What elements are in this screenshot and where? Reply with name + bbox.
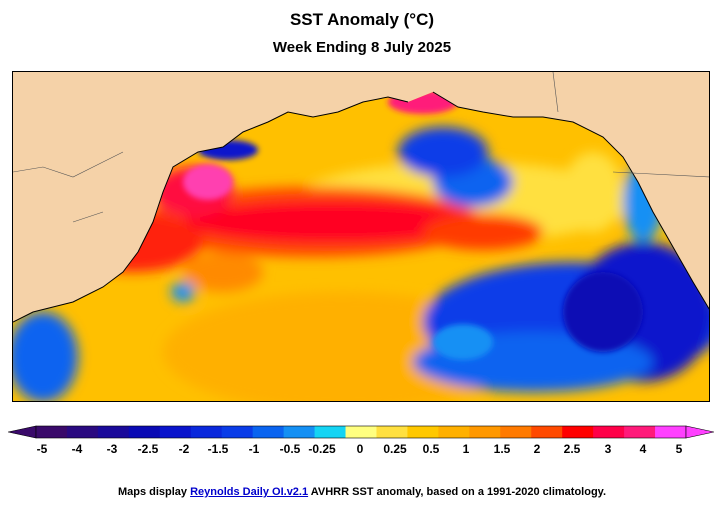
colorbar-tick-label: -1 — [248, 442, 260, 456]
colorbar-segment — [314, 426, 347, 438]
colorbar-segment — [345, 426, 377, 438]
colorbar-tick-label: 0.25 — [383, 442, 407, 456]
coastline-asia — [13, 96, 409, 323]
colorbar-tick-label: 2.5 — [563, 442, 581, 456]
colorbar-tick-label: -0.5 — [279, 442, 301, 456]
colorbar-tick-label: 2 — [533, 442, 541, 456]
colorbar-segment — [438, 426, 470, 438]
colorbar-segment — [562, 426, 594, 438]
colorbar-segment — [283, 426, 316, 438]
colorbar-tick-label: -0.25 — [308, 442, 336, 456]
footer-suffix: AVHRR SST anomaly, based on a 1991-2020 … — [308, 486, 607, 498]
border-lines — [13, 72, 709, 223]
colorbar-segment — [66, 426, 99, 438]
map-subtitle: Week Ending 8 July 2025 — [272, 39, 452, 56]
colorbar-segment — [593, 426, 625, 438]
footer-note: Maps display Reynolds Daily OI.v2.1 AVHR… — [0, 486, 724, 498]
colorbar-segment — [252, 426, 285, 438]
colorbar-segment — [221, 426, 254, 438]
colorbar-segment — [376, 426, 408, 438]
colorbar-tick-label: -5 — [36, 442, 48, 456]
colorbar-segment — [159, 426, 192, 438]
colorbar-segment — [655, 426, 687, 438]
colorbar-tick-label: -2.5 — [137, 442, 159, 456]
colorbar-tick-label: 4 — [639, 442, 647, 456]
colorbar-min-arrow — [8, 425, 37, 439]
colorbar-tick-label: -2 — [178, 442, 190, 456]
colorbar-segment — [36, 426, 68, 438]
sst-anomaly-map — [12, 71, 710, 402]
colorbar-segment — [407, 426, 439, 438]
colorbar-tick-label: -3 — [106, 442, 118, 456]
footer-prefix: Maps display — [117, 486, 191, 498]
colorbar-tick-labels: -5 -4 -3 -2.5 -2 -1.5 -1 -0.5 -0.25 0 0.25 0.5 1 1.5 2… — [0, 442, 724, 458]
map-title: SST Anomaly (°C) — [289, 10, 435, 29]
colorbar-tick-label: -4 — [71, 442, 83, 456]
colorbar-segment — [500, 426, 532, 438]
colorbar-max-arrow — [685, 425, 714, 439]
colorbar-segment — [469, 426, 501, 438]
colorbar-segment — [624, 426, 656, 438]
map-canvas — [13, 72, 709, 401]
colorbar-tick-label: 0 — [356, 442, 364, 456]
colorbar-tick-label: 1.5 — [493, 442, 511, 456]
colorbar — [8, 425, 714, 439]
colorbar-segment — [97, 426, 130, 438]
footer-link[interactable]: Reynolds Daily OI.v2.1 — [190, 486, 309, 498]
colorbar-tick-label: 1 — [462, 442, 470, 456]
colorbar-tick-label: 0.5 — [422, 442, 440, 456]
colorbar-tick-label: 3 — [604, 442, 612, 456]
colorbar-segment — [190, 426, 223, 438]
colorbar-segment — [128, 426, 161, 438]
coastline-america — [432, 91, 709, 310]
colorbar-tick-label: -1.5 — [207, 442, 229, 456]
colorbar-segment — [531, 426, 563, 438]
colorbar-tick-label: 5 — [675, 442, 683, 456]
